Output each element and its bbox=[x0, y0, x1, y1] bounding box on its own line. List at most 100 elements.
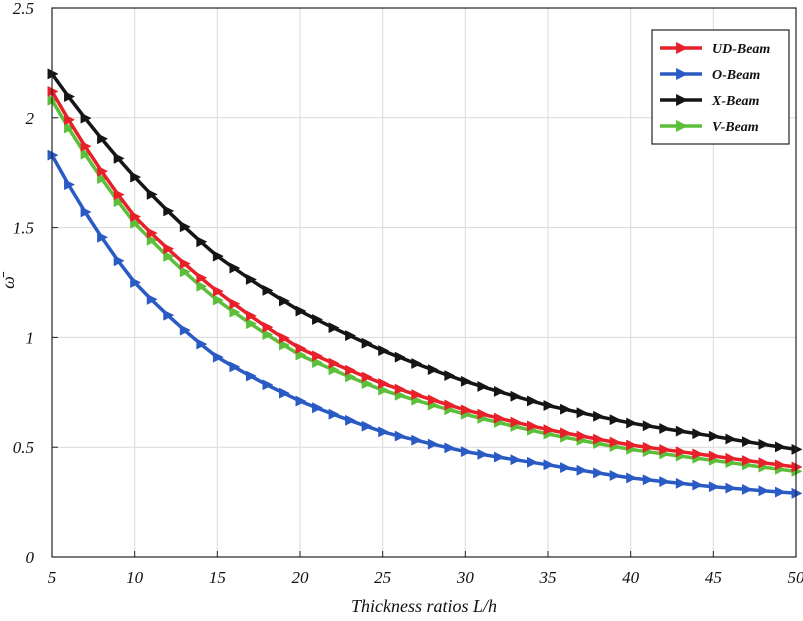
data-point bbox=[477, 448, 489, 460]
data-point bbox=[130, 276, 142, 289]
data-point bbox=[179, 266, 191, 278]
data-point bbox=[675, 446, 687, 458]
data-point bbox=[80, 148, 92, 160]
data-point bbox=[741, 436, 753, 448]
series-line bbox=[50, 99, 797, 474]
series-ud-beam bbox=[47, 85, 803, 473]
data-point bbox=[791, 461, 803, 473]
x-tick-label: 40 bbox=[622, 568, 640, 587]
data-point bbox=[146, 293, 158, 305]
data-point bbox=[64, 122, 76, 134]
data-point bbox=[212, 285, 224, 297]
data-point bbox=[444, 370, 456, 382]
data-point bbox=[229, 306, 241, 318]
data-point bbox=[741, 483, 753, 495]
data-point bbox=[196, 280, 208, 292]
x-tick-label: 25 bbox=[374, 568, 391, 587]
data-point bbox=[179, 324, 191, 336]
x-axis-ticks: 5 10 15 20 25 30 35 40 45 50 bbox=[48, 551, 803, 587]
plot-frame bbox=[51, 7, 797, 558]
data-point bbox=[328, 322, 340, 334]
y-tick-label: 1 bbox=[26, 328, 35, 347]
data-point bbox=[196, 272, 208, 284]
data-point bbox=[642, 441, 654, 453]
data-point bbox=[262, 321, 274, 333]
legend-label: X-Beam bbox=[711, 94, 760, 109]
data-point bbox=[146, 234, 158, 246]
data-point bbox=[460, 375, 472, 387]
data-point bbox=[708, 481, 720, 493]
data-point bbox=[113, 255, 125, 267]
y-tick-label: 0.5 bbox=[13, 438, 34, 457]
data-point bbox=[47, 149, 59, 161]
data-point bbox=[279, 332, 291, 344]
data-point bbox=[527, 456, 539, 468]
data-point bbox=[427, 394, 439, 406]
y-tick-label: 1.5 bbox=[13, 219, 34, 238]
series-layer bbox=[47, 68, 803, 499]
data-point bbox=[361, 371, 373, 383]
data-point bbox=[394, 351, 406, 363]
data-point bbox=[262, 284, 274, 296]
data-point bbox=[262, 379, 274, 391]
data-point bbox=[510, 454, 522, 466]
x-axis-title: Thickness ratios L/h bbox=[351, 596, 497, 616]
data-point bbox=[659, 422, 671, 434]
data-point bbox=[295, 395, 307, 407]
data-point bbox=[411, 357, 423, 369]
data-point bbox=[229, 361, 241, 373]
legend-label: V-Beam bbox=[712, 120, 759, 135]
data-point bbox=[411, 389, 423, 401]
data-point bbox=[758, 485, 770, 497]
data-point bbox=[609, 414, 621, 426]
data-point bbox=[179, 258, 191, 270]
data-point bbox=[212, 351, 224, 363]
data-point bbox=[312, 314, 324, 326]
data-point bbox=[659, 444, 671, 456]
data-point bbox=[97, 231, 109, 243]
data-point bbox=[113, 196, 125, 208]
data-point bbox=[64, 114, 76, 126]
data-point bbox=[279, 295, 291, 307]
data-point bbox=[493, 451, 505, 463]
data-point bbox=[361, 337, 373, 349]
data-point bbox=[47, 68, 59, 80]
data-point bbox=[212, 294, 224, 306]
data-point bbox=[97, 173, 109, 185]
data-point bbox=[626, 472, 638, 484]
data-point bbox=[179, 221, 191, 233]
data-point bbox=[411, 434, 423, 446]
y-tick-label: 0 bbox=[26, 548, 35, 567]
data-point bbox=[576, 430, 588, 442]
x-tick-label: 15 bbox=[209, 568, 226, 587]
data-point bbox=[196, 236, 208, 248]
data-point bbox=[113, 189, 125, 201]
x-tick-label: 5 bbox=[48, 568, 57, 587]
data-point bbox=[80, 140, 92, 152]
data-point bbox=[675, 477, 687, 489]
data-point bbox=[527, 420, 539, 432]
data-point bbox=[758, 457, 770, 469]
data-point bbox=[245, 318, 257, 330]
data-point bbox=[113, 152, 125, 164]
legend-swatch-marker bbox=[676, 120, 688, 132]
series-o-beam bbox=[47, 149, 803, 499]
data-point bbox=[725, 452, 737, 464]
data-point bbox=[345, 330, 357, 342]
data-point bbox=[593, 433, 605, 445]
x-tick-label: 20 bbox=[292, 568, 310, 587]
data-point bbox=[692, 428, 704, 440]
data-point bbox=[560, 403, 572, 415]
data-point bbox=[229, 262, 241, 274]
data-point bbox=[378, 426, 390, 438]
data-point bbox=[791, 487, 803, 499]
data-point bbox=[576, 464, 588, 476]
x-tick-label: 35 bbox=[539, 568, 557, 587]
data-point bbox=[394, 430, 406, 442]
data-point bbox=[312, 350, 324, 362]
data-point bbox=[593, 410, 605, 422]
data-point bbox=[279, 387, 291, 399]
legend-label: UD-Beam bbox=[712, 42, 770, 57]
y-tick-label: 2.5 bbox=[13, 0, 34, 18]
data-point bbox=[196, 338, 208, 350]
